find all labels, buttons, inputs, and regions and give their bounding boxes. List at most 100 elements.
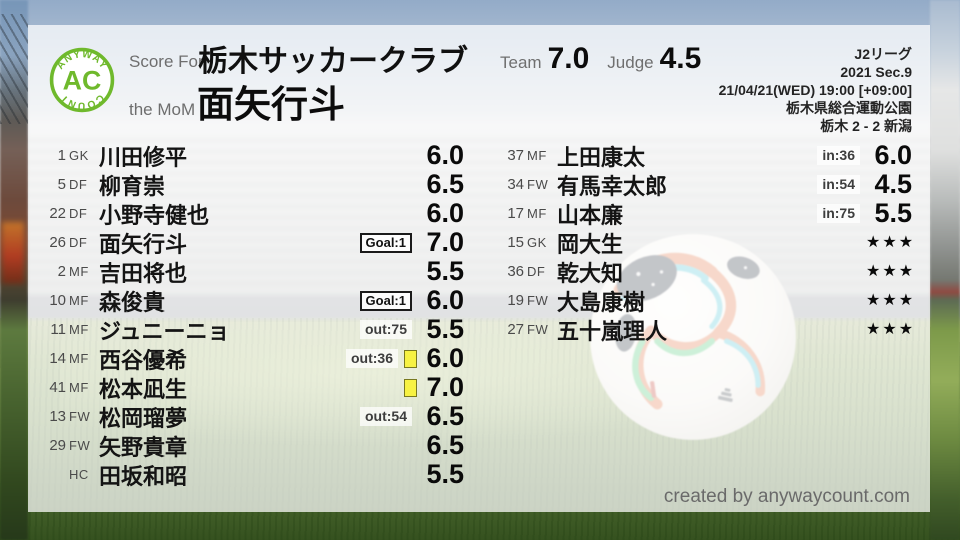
judge-label: Judge [607, 53, 654, 72]
player-name: 田坂和昭 [99, 463, 188, 489]
player-row: 1 GK 川田修平 6.0 [40, 141, 464, 170]
player-number: 13 [49, 408, 66, 425]
player-score: 6.5 [426, 169, 464, 199]
player-position: FW [527, 177, 549, 192]
substitution-badge: in:54 [817, 175, 860, 194]
substitution-badge: out:54 [360, 407, 412, 426]
player-name: 川田修平 [99, 144, 188, 170]
player-row: 13 FW 松岡瑠夢 out:54 6.5 [40, 402, 464, 431]
player-score: ★★★ [866, 234, 916, 251]
player-row: 2 MF 吉田将也 5.5 [40, 257, 464, 286]
player-position: FW [527, 322, 549, 337]
player-number: 5 [57, 176, 66, 193]
player-number: 14 [49, 350, 66, 367]
player-position: GK [527, 235, 547, 250]
player-number: 15 [507, 234, 524, 251]
player-name: 吉田将也 [99, 260, 188, 286]
player-name: ジュニーニョ [99, 318, 230, 344]
player-score: 4.5 [874, 169, 912, 199]
player-name: 小野寺健也 [99, 202, 210, 228]
player-name: 上田康太 [557, 144, 646, 170]
player-position: MF [69, 380, 89, 395]
mom-label: the MoM [129, 100, 196, 119]
player-row: 26 DF 面矢行斗 Goal:1 7.0 [40, 228, 464, 257]
player-score: 5.5 [426, 314, 464, 344]
player-row: 10 MF 森俊貴 Goal:1 6.0 [40, 286, 464, 315]
player-row: 17 MF 山本廉 in:75 5.5 [498, 199, 912, 228]
player-name: 西谷優希 [99, 347, 188, 373]
player-score: 7.0 [426, 227, 464, 257]
player-score: 7.0 [426, 372, 464, 402]
logo-ac-text: AC [63, 65, 102, 95]
kickoff-datetime: 21/04/21(WED) 19:00 [+09:00] [718, 82, 912, 98]
player-position: MF [527, 148, 547, 163]
player-name: 矢野貴章 [99, 434, 188, 460]
player-score: 5.5 [874, 198, 912, 228]
player-row: 27 FW 五十嵐理人 ★★★ [498, 315, 916, 344]
player-name: 乾大知 [557, 260, 624, 286]
player-position: MF [69, 322, 89, 337]
player-number: 41 [49, 379, 66, 396]
player-position: DF [69, 206, 88, 221]
player-name: 柳育崇 [99, 173, 166, 199]
player-position: DF [527, 264, 546, 279]
player-row: 15 GK 岡大生 ★★★ [498, 228, 916, 257]
player-score: 6.5 [426, 401, 464, 431]
player-row: 37 MF 上田康太 in:36 6.0 [498, 141, 912, 170]
player-position: MF [69, 293, 89, 308]
player-row: 14 MF 西谷優希 out:36 6.0 [40, 344, 464, 373]
judge-score: 4.5 [659, 42, 702, 75]
player-row: 11 MF ジュニーニョ out:75 5.5 [40, 315, 464, 344]
player-number: 22 [49, 205, 66, 222]
player-score: ★★★ [866, 321, 916, 338]
player-name: 面矢行斗 [99, 231, 188, 257]
player-name: 山本廉 [557, 202, 624, 228]
player-number: 11 [50, 321, 66, 338]
player-number: 36 [507, 263, 524, 280]
player-name: 有馬幸太郎 [557, 173, 668, 199]
player-position: GK [69, 148, 89, 163]
player-position: FW [69, 438, 91, 453]
roof-truss [0, 14, 28, 124]
credit-text: created by anywaycount.com [663, 486, 910, 507]
player-number: 17 [507, 205, 524, 222]
yellow-card-icon [404, 349, 417, 368]
player-position: DF [69, 177, 88, 192]
substitution-badge: in:36 [817, 146, 860, 165]
player-position: DF [69, 235, 88, 250]
mom-name: 面矢行斗 [197, 84, 345, 125]
league-name: J2リーグ [854, 46, 912, 62]
yellow-card-icon [404, 378, 417, 397]
goal-badge: Goal:1 [359, 232, 412, 253]
substitution-badge: out:75 [360, 320, 412, 339]
team-judge-scores: Team 7.0 Judge 4.5 [500, 41, 701, 77]
starters-list: 1 GK 川田修平 6.0 5 DF 柳育崇 6.5 22 DF 小野寺健也 6 [40, 141, 464, 489]
player-position: MF [69, 264, 89, 279]
player-name: 五十嵐理人 [557, 318, 668, 344]
player-position: HC [69, 467, 89, 482]
player-score: 6.0 [426, 140, 464, 170]
player-name: 松本凪生 [99, 376, 188, 402]
team-score: 7.0 [547, 42, 590, 75]
player-score: ★★★ [866, 263, 916, 280]
player-row: 22 DF 小野寺健也 6.0 [40, 199, 464, 228]
player-row: 5 DF 柳育崇 6.5 [40, 170, 464, 199]
player-row: 19 FW 大島康樹 ★★★ [498, 286, 913, 315]
player-number: 19 [507, 292, 524, 309]
team-label: Team [500, 53, 542, 72]
player-number: 1 [57, 147, 66, 164]
overlay-panel [28, 25, 930, 512]
player-number: 34 [507, 176, 524, 193]
substitution-badge: out:36 [346, 349, 398, 368]
score-for-label: Score For [129, 52, 204, 71]
goal-badge: Goal:1 [359, 290, 412, 311]
match-info-block: J2リーグ 2021 Sec.9 21/04/21(WED) 19:00 [+0… [719, 45, 912, 135]
season-section: 2021 Sec.9 [840, 64, 912, 80]
player-name: 松岡瑠夢 [99, 405, 188, 431]
stadium-name: 栃木県総合運動公園 [786, 100, 912, 116]
photo-right-edge [930, 0, 960, 540]
player-score: 5.5 [426, 459, 464, 489]
player-score: 6.0 [874, 140, 912, 170]
player-name: 大島康樹 [557, 289, 646, 315]
